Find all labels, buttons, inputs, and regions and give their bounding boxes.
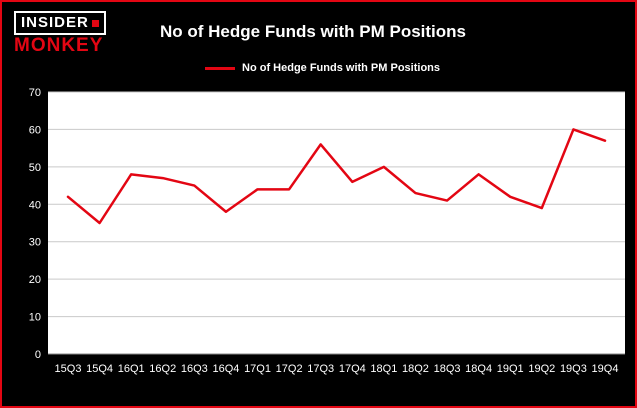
y-tick-label: 20 (29, 274, 41, 286)
x-tick-label: 18Q2 (402, 363, 429, 375)
x-tick-label: 16Q4 (212, 363, 239, 375)
x-tick-label: 18Q1 (370, 363, 397, 375)
line-chart-svg: 0 10 20 30 40 50 60 70 15Q3 15Q4 16Q1 16Q2 16Q3 16Q4 1… (29, 87, 625, 375)
logo-insider-text: INSIDER (14, 11, 106, 35)
plot-background (48, 92, 625, 354)
y-tick-label: 50 (29, 162, 41, 174)
chart-title: No of Hedge Funds with PM Positions (160, 22, 466, 41)
x-tick-label: 17Q2 (276, 363, 303, 375)
logo-monkey-text: MONKEY (14, 34, 104, 56)
legend-line-swatch (205, 66, 235, 70)
x-tick-label: 18Q3 (434, 363, 461, 375)
x-tick-label: 16Q3 (181, 363, 208, 375)
x-tick-label: 19Q3 (560, 363, 587, 375)
y-tick-label: 30 (29, 237, 41, 249)
logo-red-square-icon (91, 20, 99, 27)
x-tick-label: 17Q3 (307, 363, 334, 375)
x-tick-label: 15Q4 (86, 363, 113, 375)
x-tick-label: 16Q1 (118, 363, 145, 375)
logo-insider-label: INSIDER (21, 14, 89, 31)
x-tick-label: 16Q2 (149, 363, 176, 375)
y-tick-label: 60 (29, 124, 41, 136)
x-tick-label: 18Q4 (465, 363, 492, 375)
insider-monkey-logo: INSIDER MONKEY (14, 11, 126, 56)
x-tick-label: 17Q1 (244, 363, 271, 375)
y-tick-label: 40 (29, 199, 41, 211)
x-tick-label: 19Q2 (528, 363, 555, 375)
legend: No of Hedge Funds with PM Positions (205, 62, 440, 74)
y-tick-label: 70 (29, 87, 41, 99)
x-tick-label: 15Q3 (55, 363, 82, 375)
x-tick-label: 19Q4 (592, 363, 619, 375)
chart-area: 0 10 20 30 40 50 60 70 15Q3 15Q4 16Q1 16Q2 16Q3 16Q4 1… (10, 82, 631, 405)
x-tick-label: 17Q4 (339, 363, 366, 375)
y-tick-label: 10 (29, 312, 41, 324)
legend-label: No of Hedge Funds with PM Positions (242, 62, 440, 74)
data-line-series (66, 128, 607, 225)
x-tick-label: 19Q1 (497, 363, 524, 375)
y-tick-label: 0 (35, 349, 41, 361)
